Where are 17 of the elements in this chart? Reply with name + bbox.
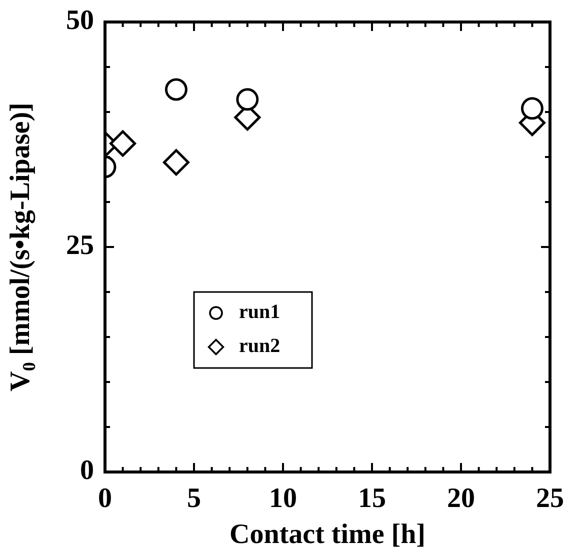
legend-label: run1 xyxy=(239,301,280,324)
legend-label: run2 xyxy=(239,335,280,358)
x-tick-label: 15 xyxy=(358,483,386,514)
y-tick-label: 0 xyxy=(80,455,94,486)
point xyxy=(236,88,259,111)
x-tick-label: 5 xyxy=(187,483,201,514)
point xyxy=(164,78,188,101)
y-tick-label: 50 xyxy=(66,5,94,36)
x-tick-label: 10 xyxy=(269,483,297,514)
point xyxy=(162,149,190,176)
y-axis-title: V0 [mmol/(s•kg-Lipase)] xyxy=(5,102,40,392)
x-axis-title: Contact time [h] xyxy=(230,519,426,550)
point xyxy=(110,130,136,157)
x-tick-label: 25 xyxy=(536,483,564,514)
y-tick-label: 25 xyxy=(66,230,94,262)
x-tick-label: 20 xyxy=(447,483,475,514)
point xyxy=(520,97,544,120)
